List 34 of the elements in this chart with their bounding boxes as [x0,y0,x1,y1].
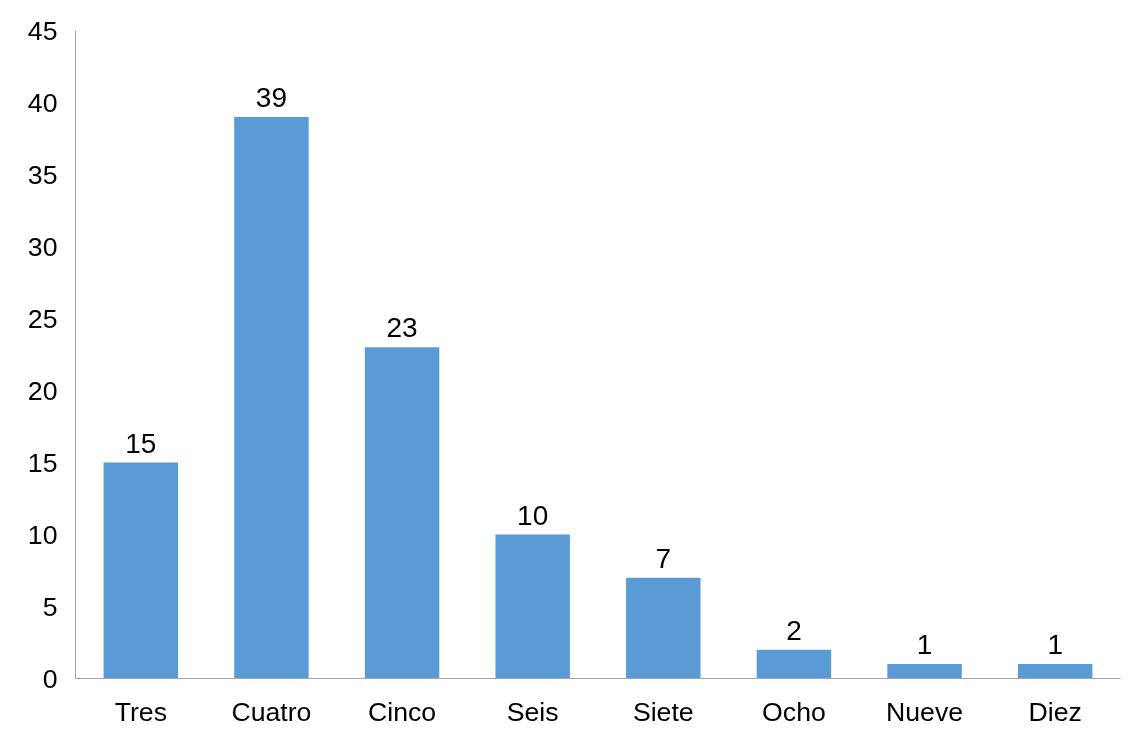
data-label: 2 [786,614,802,646]
x-tick-label: Cuatro [231,696,312,727]
y-tick-label: 5 [42,591,58,622]
y-tick-label: 20 [27,375,58,406]
data-label: 7 [655,542,672,574]
y-tick-label: 25 [27,303,58,334]
bar [234,116,309,679]
x-tick-label: Siete [632,696,694,727]
data-label: 39 [255,81,288,113]
data-label: 23 [386,312,418,344]
y-tick-label: 30 [27,231,58,262]
y-tick-label: 10 [27,519,58,550]
x-tick-label: Diez [1028,696,1082,727]
data-label: 15 [125,427,157,459]
x-tick-label: Nueve [886,696,964,727]
y-tick-label: 40 [27,87,58,118]
x-tick-label: Ocho [762,696,826,727]
bar [495,534,570,679]
y-tick-label: 45 [27,15,58,46]
y-tick-label: 0 [42,663,58,694]
bar [626,577,701,679]
x-tick-label: Seis [506,696,559,727]
bar [887,664,962,679]
x-tick-label: Cinco [367,696,437,727]
data-label: 1 [916,629,933,661]
bar [103,462,179,679]
x-tick-label: Tres [114,696,167,727]
y-tick-label: 35 [27,159,58,190]
data-label: 1 [1047,629,1063,661]
bar [756,649,832,679]
y-tick-label: 15 [27,447,58,478]
bar [1017,664,1093,679]
data-label: 10 [517,499,549,531]
bar [364,347,440,679]
